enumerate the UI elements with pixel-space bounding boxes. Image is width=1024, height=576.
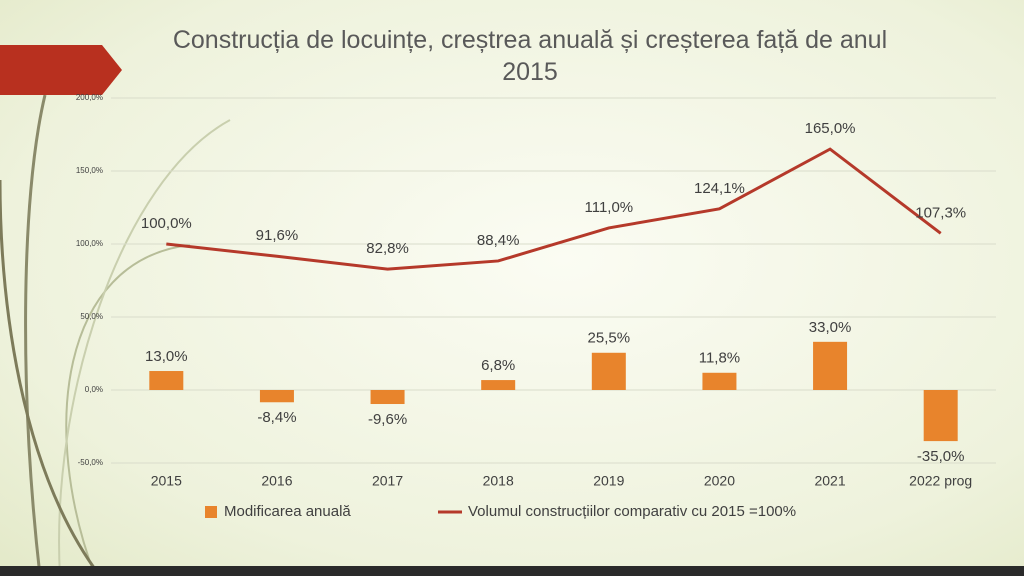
y-tick-label: 100,0% bbox=[76, 239, 103, 248]
data-label: -8,4% bbox=[257, 409, 296, 426]
x-tick-label: 2017 bbox=[372, 473, 403, 489]
data-label: 100,0% bbox=[141, 215, 192, 232]
y-tick-label: 50,0% bbox=[80, 312, 103, 321]
bar bbox=[259, 390, 294, 403]
bar bbox=[591, 352, 626, 390]
bar bbox=[923, 390, 958, 442]
chart-title: Construcția de locuințe, creștrea anuală… bbox=[172, 26, 888, 86]
data-label: 107,3% bbox=[915, 204, 966, 221]
y-tick-label: 150,0% bbox=[76, 166, 103, 175]
data-label: 33,0% bbox=[809, 319, 852, 336]
data-label: 25,5% bbox=[588, 330, 631, 347]
legend-swatch bbox=[205, 506, 217, 518]
data-label: 13,0% bbox=[145, 348, 188, 365]
header-arrow bbox=[0, 45, 122, 95]
x-tick-label: 2015 bbox=[151, 473, 182, 489]
decoration bbox=[0, 94, 231, 576]
data-label: -9,6% bbox=[368, 411, 407, 428]
data-label: 6,8% bbox=[481, 357, 515, 374]
data-label: 91,6% bbox=[256, 227, 299, 244]
bar bbox=[149, 371, 184, 390]
x-tick-label: 2022 prog bbox=[909, 473, 972, 489]
bottom-strip bbox=[0, 566, 1024, 576]
x-tick-label: 2018 bbox=[483, 473, 514, 489]
bar bbox=[702, 372, 737, 390]
data-label: 111,0% bbox=[584, 199, 633, 216]
legend-label: Volumul construcțiilor comparativ cu 201… bbox=[468, 503, 796, 520]
y-tick-label: 200,0% bbox=[76, 93, 103, 102]
y-tick-label: 0,0% bbox=[85, 385, 103, 394]
data-label: 124,1% bbox=[694, 180, 745, 197]
data-label: -35,0% bbox=[917, 448, 965, 465]
x-tick-label: 2021 bbox=[814, 473, 845, 489]
bar bbox=[370, 390, 405, 405]
bar bbox=[813, 341, 848, 390]
line bbox=[166, 147, 942, 271]
legend-label: Modificarea anuală bbox=[224, 503, 351, 520]
data-label: 88,4% bbox=[477, 232, 520, 249]
data-label: 11,8% bbox=[699, 350, 740, 367]
bar bbox=[481, 380, 516, 390]
data-label: 82,8% bbox=[366, 240, 409, 257]
x-tick-label: 2020 bbox=[704, 473, 735, 489]
x-tick-label: 2016 bbox=[261, 473, 292, 489]
y-tick-label: -50,0% bbox=[78, 458, 103, 467]
data-label: 165,0% bbox=[805, 120, 856, 137]
x-tick-label: 2019 bbox=[593, 473, 624, 489]
